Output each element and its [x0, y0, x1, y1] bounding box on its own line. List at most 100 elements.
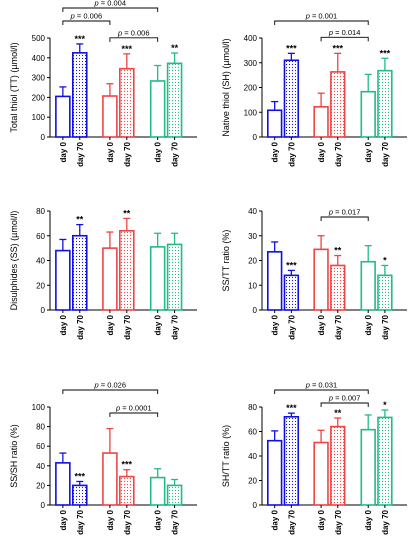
- significance-stars: ***: [75, 471, 86, 481]
- y-tick-label: 0: [253, 306, 258, 315]
- y-tick-label: 10: [248, 281, 257, 290]
- bar: [166, 62, 183, 138]
- x-tick-label: day 0: [364, 509, 373, 530]
- y-tick-label: 40: [248, 207, 257, 216]
- y-tick-label: 40: [36, 257, 45, 266]
- x-tick-label: day 0: [106, 314, 115, 335]
- bar: [119, 230, 135, 311]
- y-tick-label: 0: [41, 133, 46, 142]
- bar: [313, 248, 329, 311]
- bar: [330, 71, 346, 138]
- x-tick-label: day 70: [123, 141, 132, 166]
- bar: [360, 428, 376, 506]
- x-tick-label: day 0: [59, 141, 68, 162]
- x-tick-label: day 70: [76, 141, 85, 166]
- significance-bracket: [274, 20, 369, 25]
- significance-stars: **: [171, 43, 179, 53]
- y-tick-label: 400: [244, 34, 258, 43]
- bar: [149, 476, 166, 506]
- significance-bracket: [62, 20, 111, 25]
- bar: [360, 90, 376, 138]
- y-tick-label: 80: [36, 423, 45, 432]
- y-axis-label: SH/TT ratio (%): [221, 425, 231, 487]
- bar: [313, 106, 329, 138]
- x-tick-label: day 70: [334, 314, 343, 339]
- bar: [166, 243, 183, 311]
- y-tick-label: 80: [248, 403, 257, 412]
- significance-bracket: [109, 412, 159, 417]
- y-axis-label: Disulphides (SS) (µmol/l): [9, 211, 19, 311]
- significance-stars: ***: [122, 460, 133, 470]
- y-tick-label: 500: [32, 34, 46, 43]
- x-tick-label: day 70: [381, 314, 390, 339]
- significance-bracket: [320, 36, 369, 42]
- y-tick-label: 100: [32, 113, 46, 122]
- bar: [102, 247, 118, 311]
- x-tick-label: day 0: [59, 509, 68, 530]
- significance-bracket: [109, 37, 159, 42]
- y-axis-label: SS/SH ratio (%): [9, 424, 19, 488]
- x-tick-label: day 0: [271, 314, 280, 335]
- bar: [166, 484, 183, 506]
- y-tick-label: 200: [244, 84, 258, 93]
- significance-bracket: [62, 7, 159, 12]
- significance-stars: ***: [380, 48, 391, 58]
- x-tick-label: day 70: [287, 141, 296, 166]
- bar: [283, 59, 300, 138]
- chart-panel-1: 0 100 200 300 400 500 Total thiol (TT) (µmol/l…: [9, 0, 197, 167]
- bar: [119, 475, 135, 506]
- chart-panel-5: 0 20 40 60 80 100 SS/SH ratio (%) day 0 *** day 7…: [9, 381, 197, 535]
- significance-stars: ***: [75, 34, 86, 44]
- y-tick-label: 40: [248, 452, 257, 461]
- p-value-label: p = 0.017: [328, 208, 361, 217]
- x-tick-label: day 70: [381, 509, 390, 534]
- y-tick-label: 20: [248, 477, 257, 486]
- x-tick-label: day 70: [287, 314, 296, 339]
- bar: [149, 246, 166, 311]
- x-tick-label: day 0: [317, 314, 326, 335]
- x-tick-label: day 0: [106, 509, 115, 530]
- significance-stars: ***: [333, 43, 344, 53]
- x-tick-label: day 70: [171, 509, 180, 534]
- y-tick-label: 80: [36, 207, 45, 216]
- x-tick-label: day 70: [171, 141, 180, 166]
- significance-stars: **: [76, 215, 84, 225]
- x-tick-label: day 0: [154, 314, 163, 335]
- x-tick-label: day 0: [154, 509, 163, 530]
- bar: [55, 462, 71, 506]
- x-tick-label: day 0: [106, 141, 115, 162]
- y-axis-label: Total thiol (TT) (µmol/l): [9, 42, 19, 132]
- y-tick-label: 0: [253, 133, 258, 142]
- x-tick-label: day 70: [381, 141, 390, 166]
- y-tick-label: 0: [253, 501, 258, 510]
- bar: [266, 251, 283, 311]
- significance-bracket: [274, 389, 369, 394]
- y-tick-label: 400: [32, 54, 46, 63]
- p-value-label: p = 0.031: [305, 381, 338, 390]
- bar: [377, 69, 393, 138]
- bar: [377, 274, 393, 311]
- y-tick-label: 20: [36, 481, 45, 490]
- y-tick-label: 100: [244, 108, 258, 117]
- bar: [330, 425, 346, 506]
- significance-stars: ***: [122, 44, 133, 54]
- significance-bracket: [320, 216, 369, 221]
- bar: [266, 109, 283, 138]
- bar: [360, 260, 376, 311]
- bar: [283, 415, 300, 506]
- y-tick-label: 60: [248, 428, 257, 437]
- y-tick-label: 20: [248, 257, 257, 266]
- bar: [71, 52, 88, 138]
- bar: [102, 95, 118, 138]
- y-axis-label: SS/TT ratio (%): [221, 230, 231, 292]
- bar: [283, 274, 300, 311]
- x-tick-label: day 0: [59, 314, 68, 335]
- x-tick-label: day 70: [123, 509, 132, 534]
- bar: [102, 452, 118, 506]
- bar: [149, 80, 166, 138]
- x-tick-label: day 70: [123, 314, 132, 339]
- x-tick-label: day 0: [317, 141, 326, 162]
- significance-stars: *: [383, 255, 387, 265]
